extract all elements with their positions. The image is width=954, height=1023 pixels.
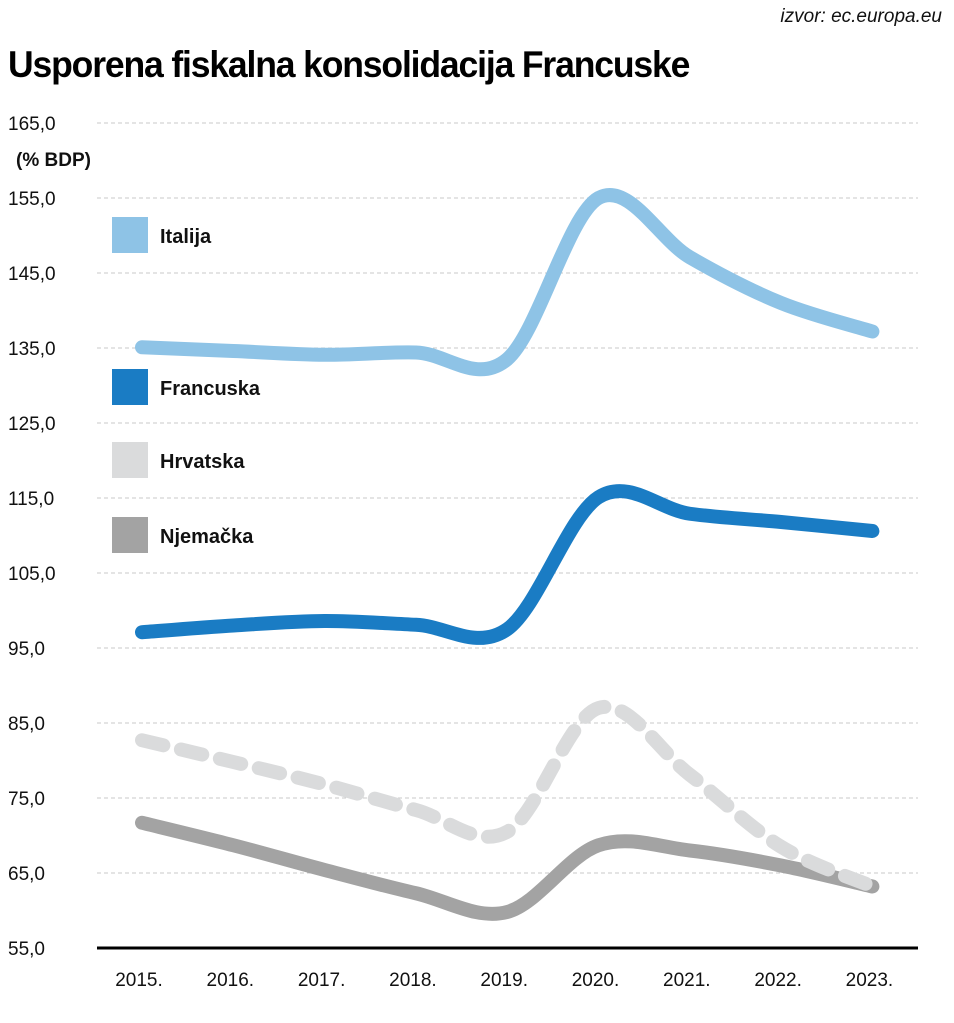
series-line-hrvatska bbox=[135, 699, 880, 894]
x-tick-label: 2019. bbox=[480, 970, 528, 991]
x-tick-label: 2021. bbox=[663, 970, 711, 991]
x-tick-label: 2020. bbox=[572, 970, 620, 991]
y-tick-label: 105,0 bbox=[8, 564, 56, 585]
x-tick-label: 2017. bbox=[298, 970, 346, 991]
y-axis-label: (% BDP) bbox=[16, 150, 91, 171]
series-line-njemacka bbox=[135, 815, 880, 921]
chart-title: Usporena fiskalna konsolidacija Francusk… bbox=[8, 44, 690, 85]
legend-swatch bbox=[112, 442, 148, 478]
y-tick-label: 115,0 bbox=[8, 489, 54, 510]
y-tick-label: 165,0 bbox=[8, 114, 56, 135]
y-tick-label: 155,0 bbox=[8, 189, 56, 210]
series-line-francuska bbox=[135, 484, 880, 645]
y-tick-label: 65,0 bbox=[8, 864, 45, 885]
legend-swatch bbox=[112, 369, 148, 405]
legend-label: Njemačka bbox=[160, 526, 254, 548]
y-tick-label: 145,0 bbox=[8, 264, 56, 285]
y-tick-label: 55,0 bbox=[8, 939, 45, 960]
x-tick-label: 2015. bbox=[115, 970, 163, 991]
x-tick-label: 2016. bbox=[207, 970, 255, 991]
y-tick-label: 135,0 bbox=[8, 339, 56, 360]
legend-swatch bbox=[112, 217, 148, 253]
x-tick-label: 2022. bbox=[754, 970, 802, 991]
y-tick-label: 75,0 bbox=[8, 789, 45, 810]
series-line-italija bbox=[135, 188, 880, 377]
y-tick-label: 95,0 bbox=[8, 639, 45, 660]
legend-label: Italija bbox=[160, 226, 212, 248]
legend-swatch bbox=[112, 517, 148, 553]
y-tick-label: 125,0 bbox=[8, 414, 56, 435]
y-tick-label: 85,0 bbox=[8, 714, 45, 735]
source-note: izvor: ec.europa.eu bbox=[780, 6, 942, 27]
legend-label: Francuska bbox=[160, 378, 261, 400]
x-tick-label: 2023. bbox=[846, 970, 894, 991]
legend-label: Hrvatska bbox=[160, 451, 245, 473]
x-tick-label: 2018. bbox=[389, 970, 437, 991]
